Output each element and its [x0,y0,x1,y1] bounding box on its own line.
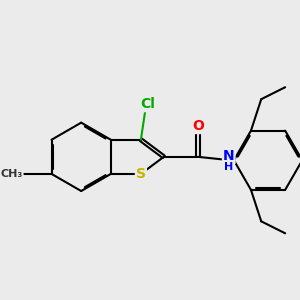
Text: N: N [223,149,235,163]
Text: H: H [224,162,233,172]
Text: S: S [136,167,146,181]
Text: Cl: Cl [140,97,155,111]
Text: O: O [192,119,204,133]
Text: CH₃: CH₃ [0,169,23,179]
